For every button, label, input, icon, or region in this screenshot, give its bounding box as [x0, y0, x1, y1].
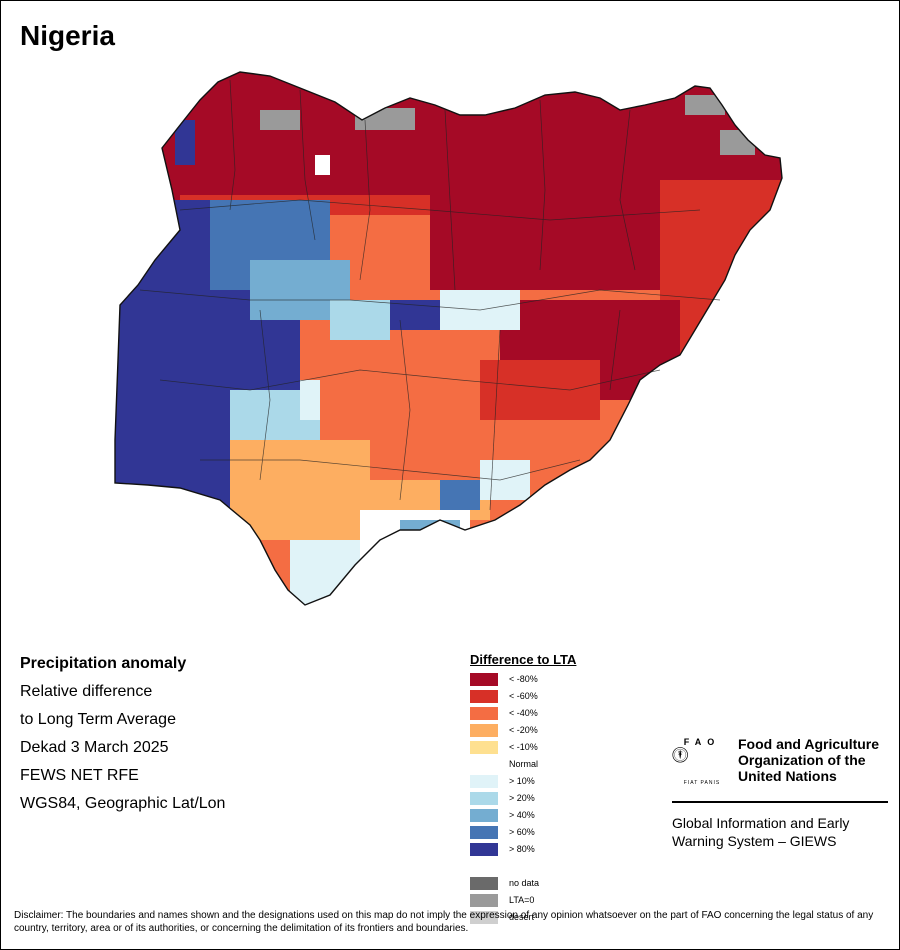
legend-item: > 20% — [470, 791, 670, 808]
legend-label: < -20% — [509, 725, 538, 735]
fao-org-name: Food and Agriculture Organization of the… — [738, 736, 880, 784]
legend-title: Difference to LTA — [470, 652, 577, 667]
legend-item: < -20% — [470, 723, 670, 740]
legend-label: Normal — [509, 759, 539, 769]
legend-label: > 40% — [509, 810, 535, 820]
legend-item: < -10% — [470, 740, 670, 757]
anomaly-map — [114, 71, 783, 606]
legend-item: Normal — [470, 757, 670, 774]
legend-label: < -80% — [509, 674, 538, 684]
legend-label: LTA=0 — [509, 895, 535, 905]
info-line: Relative difference — [20, 683, 153, 700]
legend-item — [470, 859, 670, 876]
legend-swatch — [470, 843, 498, 856]
legend-swatch — [470, 911, 498, 924]
legend-swatch — [470, 877, 498, 890]
state-boundaries — [139, 79, 721, 511]
legend-label: > 20% — [509, 793, 535, 803]
legend-item: < -60% — [470, 689, 670, 706]
fao-logo — [672, 747, 688, 763]
legend-label: > 10% — [509, 776, 535, 786]
legend-item: < -40% — [470, 706, 670, 723]
legend-label: desert — [509, 912, 535, 922]
legend-item: desert — [470, 910, 670, 927]
info-line: FEWS NET RFE — [20, 767, 139, 784]
legend-item: no data — [470, 876, 670, 893]
logo-divider — [672, 801, 888, 803]
legend-item: > 60% — [470, 825, 670, 842]
fao-emblem-motto: FIAT PANIS — [683, 780, 721, 786]
legend-swatch — [470, 894, 498, 907]
legend-swatch — [470, 724, 498, 737]
legend-label: < -60% — [509, 691, 538, 701]
info-line: WGS84, Geographic Lat/Lon — [20, 795, 226, 812]
legend: Difference to LTA < -80% < -60% < -40% < -2… — [470, 652, 670, 927]
legend-label: > 80% — [509, 844, 535, 854]
legend-item: < -80% — [470, 672, 670, 689]
legend-item: > 40% — [470, 808, 670, 825]
legend-label: < -40% — [509, 708, 538, 718]
fao-emblem-icon — [672, 747, 688, 763]
legend-swatch — [470, 707, 498, 720]
legend-swatch — [470, 775, 498, 788]
disclaimer: Disclaimer: The boundaries and names sho… — [14, 910, 874, 934]
legend-label: < -10% — [509, 742, 538, 752]
legend-swatch — [470, 673, 498, 686]
legend-item: LTA=0 — [470, 893, 670, 910]
info-line: to Long Term Average — [20, 711, 176, 728]
legend-item: > 80% — [470, 842, 670, 859]
legend-label: > 60% — [509, 827, 535, 837]
map-title: Nigeria — [20, 20, 115, 51]
legend-items: < -80% < -60% < -40% < -20% < -10% Normal > 10… — [470, 672, 670, 927]
legend-swatch — [470, 809, 498, 822]
legend-item: > 10% — [470, 774, 670, 791]
giews-name: Global Information and Early Warning Sys… — [672, 815, 850, 849]
legend-label: no data — [509, 878, 540, 888]
info-line: Dekad 3 March 2025 — [20, 739, 169, 756]
anomaly-field — [115, 72, 782, 605]
legend-swatch — [470, 792, 498, 805]
country-outline — [114, 71, 783, 606]
legend-swatch — [470, 826, 498, 839]
info-heading: Precipitation anomaly — [20, 655, 187, 672]
legend-swatch — [470, 741, 498, 754]
legend-swatch — [470, 690, 498, 703]
map-info: Precipitation anomaly Relative differenc… — [20, 655, 350, 823]
fao-emblem-text: FAO — [683, 737, 721, 747]
